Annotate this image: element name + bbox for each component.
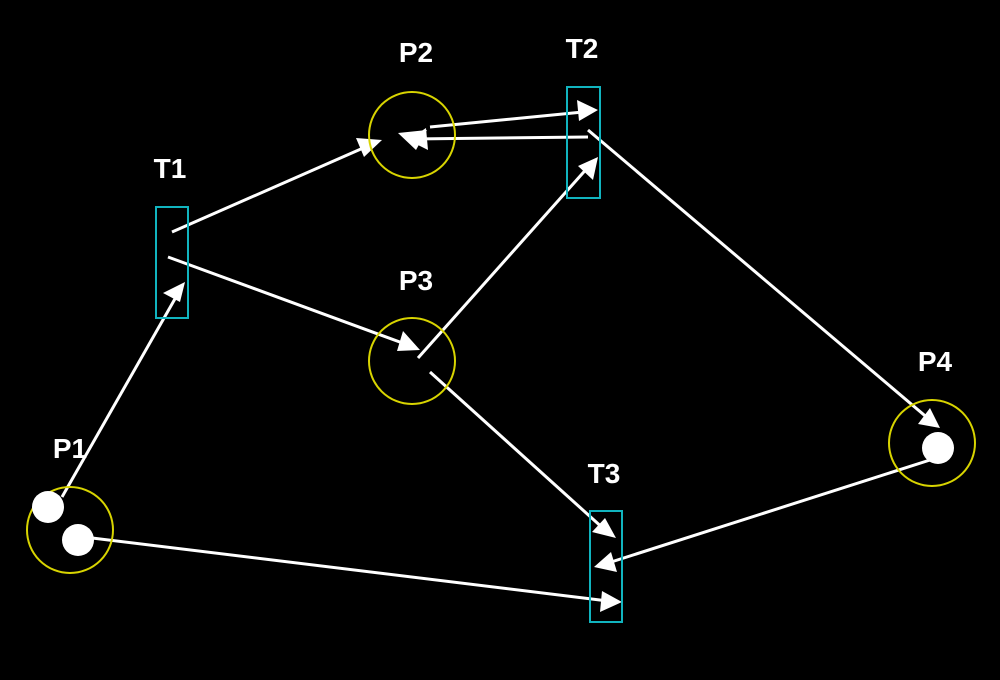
place-p4-circle[interactable] [888, 399, 976, 487]
transition-t1-label: T1 [154, 153, 187, 184]
place-p4-label: P4 [918, 346, 953, 377]
transition-t2[interactable]: T2 [566, 33, 601, 199]
arc-t2-p4 [587, 128, 940, 428]
arc-layer [60, 100, 940, 612]
arc-p2-t2 [429, 100, 598, 129]
transition-t2-label: T2 [566, 33, 599, 64]
place-p2-label: P2 [399, 37, 433, 68]
transition-t1[interactable]: T1 [154, 153, 189, 319]
transition-t3-box[interactable] [589, 510, 623, 623]
place-p2[interactable]: P2 [368, 37, 456, 179]
arc-p1-t3 [91, 536, 622, 612]
transition-t3-label: T3 [588, 458, 621, 489]
place-p1[interactable]: P1 [26, 433, 114, 574]
token [32, 491, 64, 523]
place-p3-circle[interactable] [368, 317, 456, 405]
arc-p1-t1 [60, 282, 185, 498]
transition-layer: T1 T2 T3 [154, 33, 623, 623]
place-p4[interactable]: P4 [888, 346, 976, 487]
place-p2-circle[interactable] [368, 91, 456, 179]
transition-t3[interactable]: T3 [588, 458, 623, 623]
arc-t1-p3 [167, 255, 420, 351]
arc-p3-t2 [416, 157, 598, 359]
arc-p4-t3 [594, 458, 931, 572]
transition-t1-box[interactable] [155, 206, 189, 319]
arc-t1-p2 [171, 138, 382, 234]
arc-t2-p2 [398, 128, 589, 150]
arc-p3-t3 [428, 370, 616, 538]
transition-t2-box[interactable] [566, 86, 601, 199]
token [922, 432, 954, 464]
place-p3[interactable]: P3 [368, 265, 456, 405]
place-p1-circle[interactable] [26, 486, 114, 574]
place-layer: P1 P2 P3 P4 [26, 37, 976, 574]
place-p3-label: P3 [399, 265, 433, 296]
place-p1-label: P1 [53, 433, 87, 464]
token [62, 524, 94, 556]
